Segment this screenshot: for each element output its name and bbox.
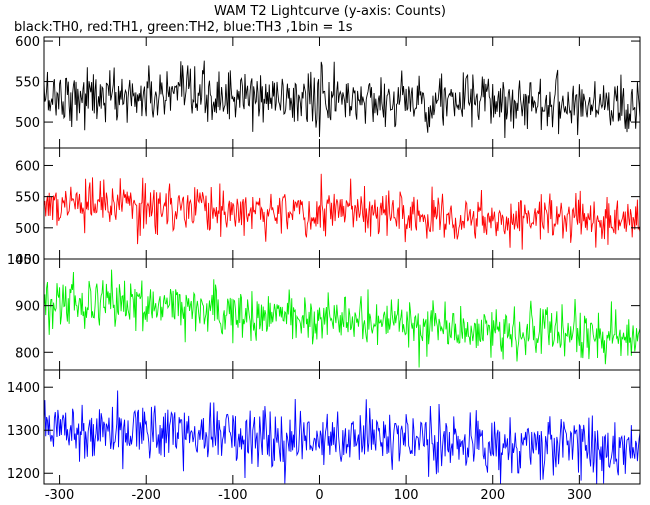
series-line-th2 <box>44 269 640 368</box>
panel-th1: 450 500 550 600 <box>15 147 641 268</box>
x-tick-label: -200 <box>131 488 161 503</box>
y-tick-label: 600 <box>15 35 40 50</box>
y-tick-label: 1200 <box>7 467 40 482</box>
y-tick-label: 600 <box>15 159 40 174</box>
y-tick-label: 550 <box>15 76 40 91</box>
x-axis: -300 -200 -100 0 100 200 300 <box>45 488 592 503</box>
y-tick-label: 1300 <box>7 424 40 439</box>
x-tick-label: -300 <box>45 488 75 503</box>
series-line-th1 <box>44 173 640 250</box>
y-tick-label: 800 <box>15 346 40 361</box>
series-line-th0 <box>44 60 640 139</box>
y-tick-label: 450 <box>15 253 40 268</box>
y-tick-label: 1400 <box>7 381 40 396</box>
panel-th2: 800 900 1000 <box>7 253 641 371</box>
y-tick-label: 550 <box>15 191 40 206</box>
y-tick-label: 500 <box>15 222 40 237</box>
panel-frame <box>43 369 641 485</box>
x-tick-label: 0 <box>315 488 323 503</box>
panels-group: 5005506004505005506008009001000120013001… <box>7 35 641 485</box>
y-tick-label: 500 <box>15 116 40 131</box>
y-tick-label: 900 <box>15 300 40 315</box>
panel-th0: 500 550 600 <box>15 35 641 149</box>
x-tick-label: 100 <box>394 488 419 503</box>
panel-th3: 1200 1300 1400 <box>7 369 641 485</box>
chart-subtitle: black:TH0, red:TH1, green:TH2, blue:TH3 … <box>14 20 353 35</box>
chart-title: WAM T2 Lightcurve (y-axis: Counts) <box>214 4 446 19</box>
y-tick-label: 1000 <box>7 253 40 268</box>
series-line-th3 <box>44 390 640 484</box>
x-tick-label: -100 <box>218 488 248 503</box>
x-tick-label: 200 <box>480 488 505 503</box>
x-tick-label: 300 <box>567 488 592 503</box>
